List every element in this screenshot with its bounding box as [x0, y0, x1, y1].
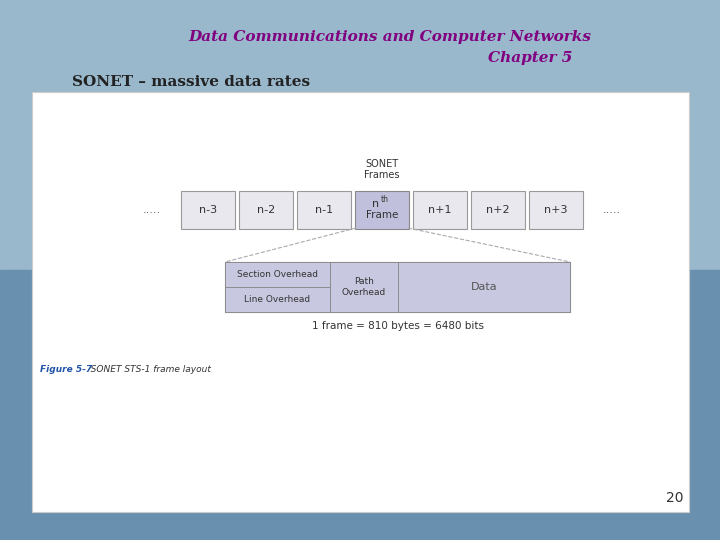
FancyBboxPatch shape — [225, 287, 330, 312]
FancyBboxPatch shape — [471, 191, 525, 229]
Text: Frames: Frames — [364, 170, 400, 180]
Text: Line Overhead: Line Overhead — [244, 295, 310, 304]
Text: Data Communications and Computer Networks: Data Communications and Computer Network… — [189, 30, 592, 44]
Text: Section Overhead: Section Overhead — [237, 270, 318, 279]
Text: th: th — [381, 194, 389, 204]
Text: n-1: n-1 — [315, 205, 333, 215]
Text: n: n — [372, 199, 379, 209]
Text: n+2: n+2 — [486, 205, 510, 215]
Text: n-3: n-3 — [199, 205, 217, 215]
Text: .....: ..... — [143, 205, 161, 215]
Text: Figure 5-7: Figure 5-7 — [40, 366, 92, 375]
Text: SONET STS-1 frame layout: SONET STS-1 frame layout — [82, 366, 211, 375]
FancyBboxPatch shape — [297, 191, 351, 229]
Text: Chapter 5: Chapter 5 — [488, 51, 572, 65]
Text: Data: Data — [471, 282, 498, 292]
Text: .....: ..... — [603, 205, 621, 215]
Bar — [0, 0, 720, 270]
FancyBboxPatch shape — [355, 191, 409, 229]
Text: Frame: Frame — [366, 210, 398, 220]
Text: 20: 20 — [666, 491, 684, 505]
FancyBboxPatch shape — [181, 191, 235, 229]
Text: SONET – massive data rates: SONET – massive data rates — [72, 75, 310, 89]
FancyBboxPatch shape — [413, 191, 467, 229]
FancyBboxPatch shape — [330, 262, 398, 312]
Text: n+3: n+3 — [544, 205, 568, 215]
Text: Path
Overhead: Path Overhead — [342, 278, 386, 296]
FancyBboxPatch shape — [225, 262, 570, 312]
Text: 1 frame = 810 bytes = 6480 bits: 1 frame = 810 bytes = 6480 bits — [312, 321, 484, 331]
FancyBboxPatch shape — [239, 191, 293, 229]
Text: n-2: n-2 — [257, 205, 275, 215]
FancyBboxPatch shape — [32, 92, 689, 512]
FancyBboxPatch shape — [398, 262, 570, 312]
FancyBboxPatch shape — [225, 262, 330, 287]
Bar — [0, 270, 720, 540]
Text: SONET: SONET — [366, 159, 399, 169]
Text: n+1: n+1 — [428, 205, 451, 215]
FancyBboxPatch shape — [529, 191, 583, 229]
